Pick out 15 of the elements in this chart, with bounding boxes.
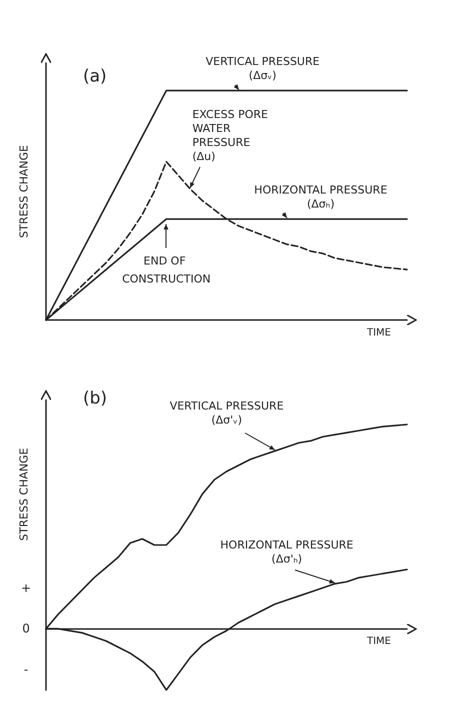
y-axis-title: STRESS CHANGE [18, 144, 30, 238]
x-axis-title: TIME [366, 328, 392, 338]
x-axis-title: TIME [366, 636, 392, 648]
y-axis-title: STRESS CHANGE [18, 448, 30, 541]
text: - [24, 662, 28, 677]
series-label: HORIZONTAL PRESSURE (Δσₕ) [254, 184, 388, 211]
chart-title: (a) [83, 66, 107, 86]
series-label: VERTICAL PRESSURE (Δσ'ᵥ) [170, 399, 284, 426]
text: 0 [22, 622, 30, 636]
annotation: END OF CONSTRUCTION [122, 254, 211, 286]
text: + [20, 580, 32, 595]
series-label: VERTICAL PRESSURE (Δσᵥ) [206, 55, 320, 82]
chart-title: (b) [83, 388, 108, 408]
series-label: HORIZONTAL PRESSURE (Δσ'ₕ) [220, 538, 354, 566]
series-label: EXCESS PORE WATER PRESSURE (Δu) [192, 108, 272, 164]
